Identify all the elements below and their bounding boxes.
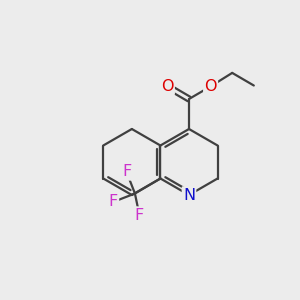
- Text: O: O: [161, 79, 174, 94]
- Text: F: F: [122, 164, 131, 179]
- Text: O: O: [204, 79, 217, 94]
- Text: F: F: [135, 208, 144, 223]
- Text: N: N: [183, 188, 195, 202]
- Text: F: F: [109, 194, 118, 209]
